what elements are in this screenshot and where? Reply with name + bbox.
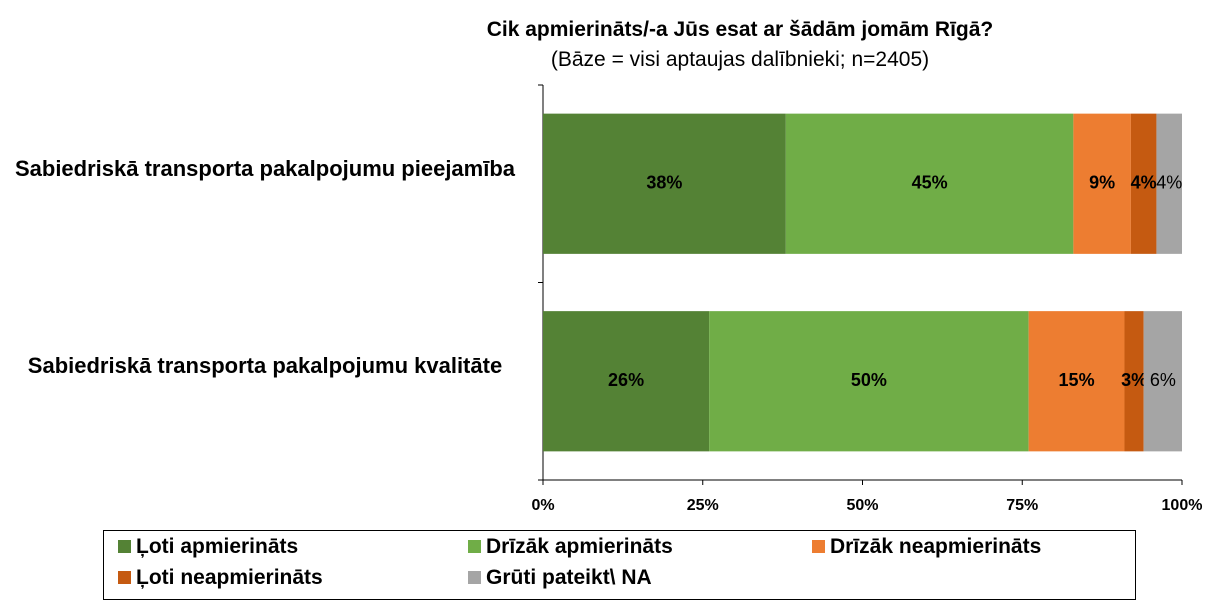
bar-segment	[1028, 311, 1125, 452]
legend: Ļoti apmierināts Drīzāk apmierināts Drīzāk…	[103, 530, 1136, 600]
x-tick-label: 100%	[1162, 497, 1203, 514]
legend-item: Drīzāk neapmierināts	[812, 535, 1041, 559]
data-label: 4%	[1131, 173, 1157, 193]
category-label: Sabiedriskā transporta pakalpojumu kvali…	[27, 353, 503, 379]
x-tick-label: 75%	[1006, 497, 1038, 514]
chart-title: Cik apmierināts/-a Jūs esat ar šādām jom…	[486, 18, 994, 41]
legend-label: Drīzāk apmierināts	[486, 535, 673, 558]
data-label: 50%	[851, 370, 887, 390]
data-label: 15%	[1059, 370, 1095, 390]
data-label: 3%	[1121, 370, 1147, 390]
bar-segment	[1130, 113, 1157, 254]
data-label: 9%	[1089, 173, 1115, 193]
x-tick-label: 25%	[687, 497, 719, 514]
legend-label: Ļoti apmierināts	[136, 535, 299, 558]
legend-swatch	[468, 540, 481, 553]
legend-label: Ļoti neapmierināts	[136, 566, 323, 589]
legend-label: Drīzāk neapmierināts	[830, 535, 1042, 558]
legend-swatch	[118, 571, 131, 584]
bar-segment	[709, 311, 1029, 452]
bar-segment	[1156, 113, 1182, 254]
data-label: 4%	[1156, 173, 1182, 193]
chart-subtitle: (Bāze = visi aptaujas dalībnieki; n=2405…	[550, 48, 930, 71]
x-tick-label: 50%	[846, 497, 878, 514]
legend-swatch	[118, 540, 131, 553]
data-label: 26%	[608, 370, 644, 390]
legend-item: Ļoti neapmierināts	[118, 566, 323, 590]
legend-item: Drīzāk apmierināts	[468, 535, 673, 559]
bar-segment	[1073, 113, 1131, 254]
bar-segment	[543, 113, 786, 254]
legend-item: Ļoti apmierināts	[118, 535, 298, 559]
bar-segment	[543, 311, 710, 452]
bar-segment	[785, 113, 1074, 254]
legend-label: Grūti pateikt\ NA	[486, 566, 652, 589]
data-label: 38%	[646, 173, 682, 193]
legend-item: Grūti pateikt\ NA	[468, 566, 652, 590]
bar-segment	[1124, 311, 1144, 452]
x-tick-label: 0%	[531, 497, 554, 514]
data-label: 6%	[1150, 370, 1176, 390]
data-label: 45%	[912, 173, 948, 193]
legend-swatch	[468, 571, 481, 584]
bar-segment	[1143, 311, 1182, 452]
category-label: Sabiedriskā transporta pakalpojumu pieej…	[14, 155, 516, 181]
legend-swatch	[812, 540, 825, 553]
